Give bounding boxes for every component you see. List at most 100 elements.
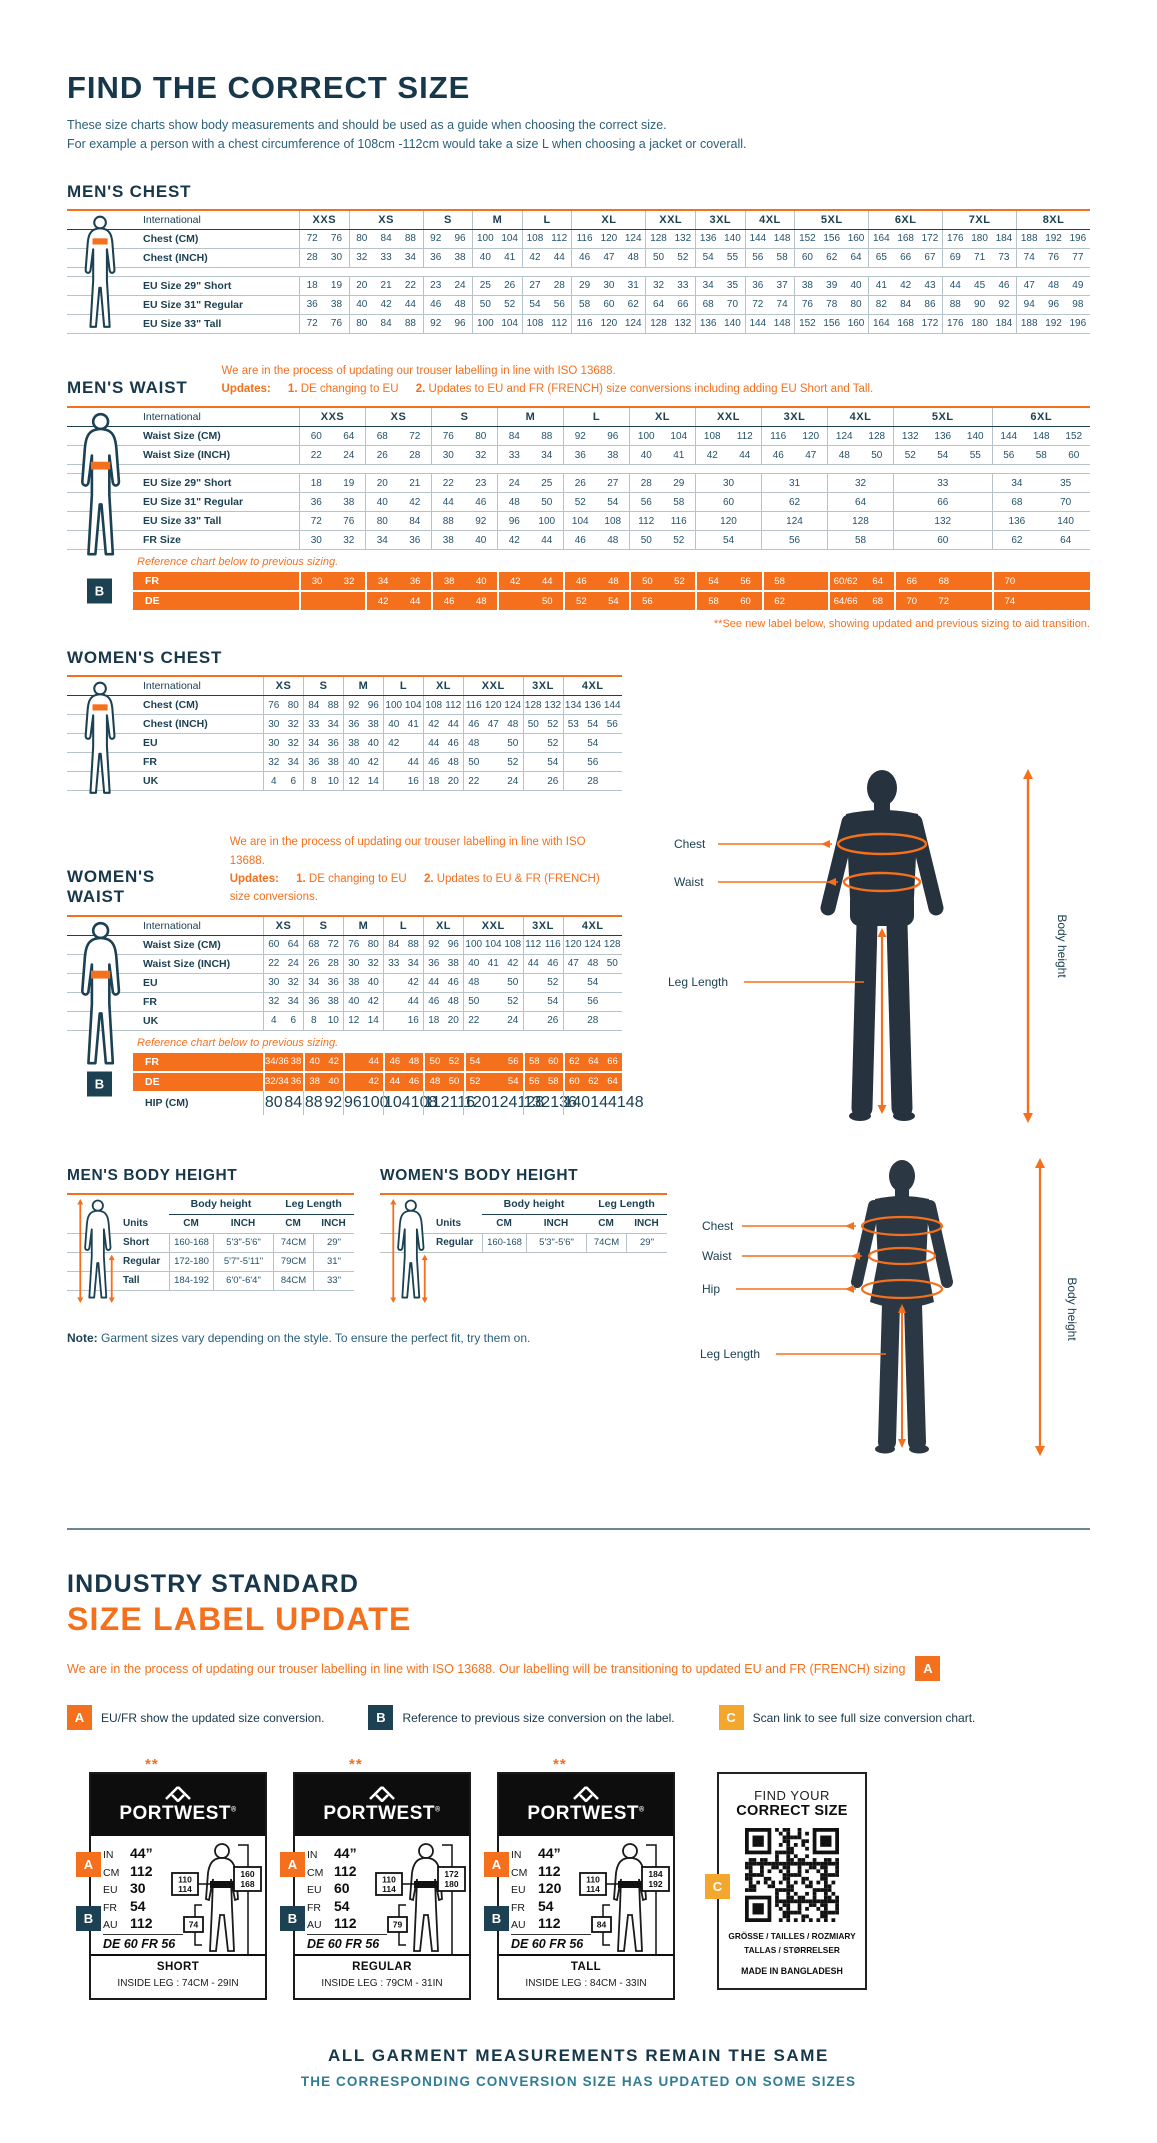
measure-key: CM <box>307 1866 324 1879</box>
section-divider <box>67 1528 1090 1531</box>
size-cell: 54 <box>562 973 623 992</box>
size-cell: 33 34 <box>303 715 343 734</box>
label-body: IN 44” CM 112 EU 30 FR 54 AU 112 DE 60 FR 56 110 114… <box>91 1836 265 1957</box>
row-label: Waist Size (CM) <box>143 430 221 443</box>
b-badge: B <box>87 1071 112 1097</box>
leg-length-label: Leg Length <box>668 975 728 989</box>
a-badge: A <box>484 1852 509 1878</box>
size-cell: 40 41 42 <box>463 954 523 973</box>
waist-label: Waist <box>674 875 704 889</box>
b-badge: B <box>280 1906 305 1932</box>
label-measure-row: AU 112 <box>307 1915 387 1931</box>
measure-value: 54 <box>130 1897 146 1914</box>
size-column-header: 6XL <box>868 210 942 229</box>
size-cell: 46 48 <box>423 992 463 1011</box>
previous-sizing-rows: B FR 30 32 34 36 38 40 42 44 46 48 50 52 54 56 58 60/62 6… <box>67 572 1090 611</box>
table-row: FR 34/36 38 40 42 44 46 48 50 52 54 56 58 60 62 64 66 <box>133 1052 622 1071</box>
middle-area: WOMEN'S CHEST International XS S M L XL XXL 3XL… <box>67 648 1090 1496</box>
measure-key: IN <box>103 1849 114 1862</box>
mens-chest-section: MEN'S CHEST International XXS XS S M L XL XXL 3X… <box>67 182 1090 334</box>
size-cell: 38 40 <box>343 734 383 753</box>
size-cell: 32 34 <box>263 753 303 772</box>
cell: 31" <box>313 1252 354 1272</box>
measure-list: IN 44” CM 112 EU 60 FR 54 AU 112 DE 60 FR 56 <box>307 1845 387 1951</box>
size-cell: 42 44 <box>521 248 572 267</box>
size-column-header: 7XL <box>942 210 1016 229</box>
size-cell: 46 48 <box>563 531 629 550</box>
size-cell: 65 66 67 <box>868 248 942 267</box>
transition-note: **See new label below, showing updated a… <box>713 618 1090 631</box>
a-badge: A <box>67 1705 92 1731</box>
row-label: FR <box>143 995 157 1008</box>
size-cell: 36 38 <box>299 493 365 512</box>
size-cell: 40 41 <box>472 248 522 267</box>
measure-key: FR <box>511 1901 525 1914</box>
size-cell: 68 70 <box>695 295 745 314</box>
legend-item: C Scan link to see full size conversion c… <box>718 1705 975 1731</box>
size-cell: 70 72 <box>893 592 992 611</box>
size-cell: 144 148 <box>744 314 795 333</box>
a-badge: A <box>76 1852 101 1878</box>
size-cell: 72 76 <box>299 512 365 531</box>
table-row: EU Size 29" Short 18 19 20 21 22 23 24 25 26 27 28 2… <box>67 276 1090 296</box>
column-header: Units <box>67 1215 169 1234</box>
cell: 5'3"-5'6" <box>526 1233 586 1253</box>
measure-value: 112 <box>538 1862 561 1879</box>
size-cell: 34 36 <box>303 973 343 992</box>
size-cell: 88 92 <box>431 512 497 531</box>
size-cell: 8 10 <box>303 772 343 791</box>
size-cell: 68 70 <box>991 493 1091 512</box>
size-cell: 132 136 140 <box>893 427 992 446</box>
size-cell: 34 36 <box>365 572 431 591</box>
size-cell: 40 42 <box>343 992 383 1011</box>
size-column-header: 4XL <box>744 210 795 229</box>
size-cell: 48 50 <box>463 734 523 753</box>
size-cell: 40 42 <box>303 1052 343 1071</box>
svg-text:114: 114 <box>586 1884 600 1894</box>
size-column-header: 5XL <box>794 210 868 229</box>
size-cell: 96 100 <box>497 512 563 531</box>
column-header: International <box>143 919 201 932</box>
measure-list: IN 44” CM 112 EU 120 FR 54 AU 112 DE 60 FR 56 <box>511 1845 591 1951</box>
row-label: Short <box>67 1234 169 1253</box>
size-cell: 92 96 <box>343 696 383 715</box>
measure-list: IN 44” CM 112 EU 30 FR 54 AU 112 DE 60 FR 56 <box>103 1845 183 1951</box>
size-table: International XS S M L XL XXL 3XL 4XL Waist Size … <box>67 914 623 1031</box>
section-heading: MEN'S BODY HEIGHT <box>67 1166 238 1184</box>
label-measure-row: CM 112 <box>307 1863 387 1879</box>
label-footer: REGULAR INSIDE LEG : 79CM - 31IN <box>295 1954 469 1998</box>
measure-key: FR <box>307 1901 321 1914</box>
size-cell: 76 78 80 <box>794 295 868 314</box>
svg-text:114: 114 <box>178 1884 192 1894</box>
a-badge: A <box>280 1852 305 1878</box>
size-cell: 54 56 <box>695 572 761 591</box>
chest-label: Chest <box>674 837 706 851</box>
table-row: Chest (CM) 72 76 80 84 88 92 96 100 104 108 112 116 1… <box>67 229 1090 249</box>
b-badge: B <box>87 578 112 604</box>
size-column-header: L <box>383 916 423 935</box>
size-cell: 188 192 196 <box>1016 314 1090 333</box>
row-label: FR <box>145 575 159 588</box>
measure-key: AU <box>103 1919 118 1932</box>
size-cell: 36 38 <box>423 954 463 973</box>
size-cell: 116 120 124 <box>463 696 523 715</box>
measure-value: 60 <box>334 1880 350 1897</box>
size-cell: 34 36 <box>365 531 431 550</box>
height-figure-icon <box>390 1198 428 1303</box>
c-badge: C <box>718 1705 744 1731</box>
size-cell: 88 92 <box>303 1090 343 1115</box>
table-row: FR 32 34 36 38 40 42 44 46 48 50 52 54 56 <box>67 753 622 773</box>
height-figure-icon <box>77 1198 115 1303</box>
size-cell: 26 <box>522 772 563 791</box>
size-cell: 26 28 <box>303 954 343 973</box>
size-cell: 164 168 172 <box>868 314 942 333</box>
size-cell: 60/62 64 <box>827 572 894 591</box>
size-column-header: 4XL <box>562 677 623 696</box>
row-label: FR <box>145 1055 159 1068</box>
intro-line-2: For example a person with a chest circum… <box>67 136 747 151</box>
table-row: FR Size 30 32 34 36 38 40 42 44 46 48 50 52 54 56 58 60 6… <box>67 531 1090 551</box>
size-cell: 54 56 <box>521 295 572 314</box>
size-cell: 76 80 <box>343 935 383 954</box>
measure-value: 112 <box>334 1862 357 1879</box>
brand-name: PORTWEST® <box>527 1802 645 1824</box>
